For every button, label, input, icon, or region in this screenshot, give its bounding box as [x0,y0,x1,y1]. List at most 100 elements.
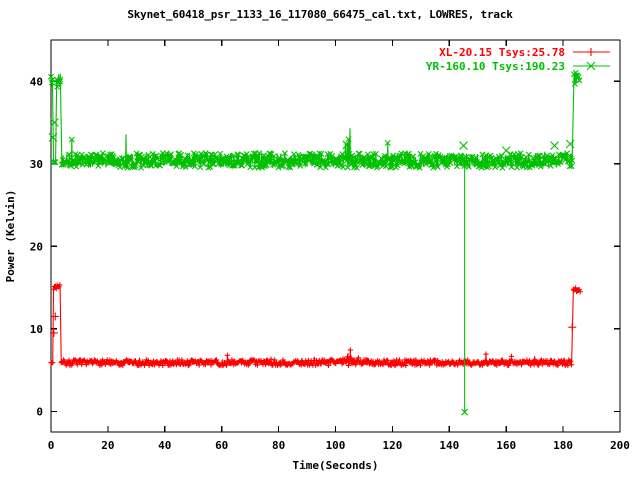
data-marker [77,154,84,161]
data-marker [575,74,582,81]
data-marker [341,155,348,162]
data-marker [480,162,487,169]
data-marker [268,151,275,158]
data-marker [58,161,65,168]
data-marker [342,140,352,150]
data-marker [315,154,322,161]
data-marker [557,159,564,165]
data-marker [193,154,200,161]
data-marker [550,156,557,163]
chart-title: Skynet_60418_psr_1133_16_117080_66475_ca… [127,8,513,21]
data-marker [513,154,520,161]
y-tick-label: 30 [30,158,43,171]
x-tick-label: 60 [215,439,228,452]
data-marker [351,164,358,171]
data-marker [564,150,571,157]
data-marker [348,161,355,168]
data-marker [239,162,246,169]
data-marker [182,163,189,170]
data-marker [287,164,294,171]
data-marker [99,150,106,157]
data-marker [441,155,448,162]
data-marker [171,156,178,163]
data-marker [328,157,335,164]
data-marker [350,154,357,161]
data-series [48,282,583,369]
data-marker [481,155,488,162]
x-axis-tick-labels: 0 20 40 60 80 100 120 140 160 180 200 [48,439,630,452]
data-marker [465,163,472,170]
data-marker [459,159,466,166]
data-marker [493,157,500,164]
series-line [50,72,581,170]
data-marker [284,156,291,163]
data-marker [230,152,237,159]
data-marker [210,161,217,168]
data-marker [214,155,221,162]
data-marker [70,157,77,163]
data-marker [446,152,453,159]
x-tick-label: 0 [48,439,55,452]
data-marker [218,161,225,168]
data-marker [235,151,242,158]
data-marker [355,150,362,157]
data-marker [537,163,544,170]
data-marker [506,155,513,162]
data-marker [65,158,72,165]
data-marker [148,162,155,169]
data-marker [204,156,211,163]
data-marker [122,161,129,168]
data-marker [292,158,299,165]
data-marker [305,156,312,163]
data-marker [321,157,328,164]
data-marker [128,157,134,164]
data-marker [206,159,213,166]
data-marker [473,154,480,161]
data-marker [307,150,314,157]
y-axis-tick-labels: 0 10 20 30 40 [30,75,43,418]
data-marker [205,164,212,171]
x-tick-label: 20 [101,439,114,452]
data-marker [568,163,575,170]
data-marker [516,161,523,168]
data-marker [349,152,356,159]
data-marker [48,73,54,80]
data-marker [149,150,156,157]
data-marker [143,156,150,163]
data-marker [248,157,255,164]
data-marker [343,157,350,164]
data-marker [246,157,253,164]
data-marker [124,164,131,171]
data-marker [76,159,83,166]
data-marker [562,156,569,163]
data-marker [362,155,369,162]
data-marker [487,152,494,159]
data-marker [336,159,343,166]
x-tick-label: 40 [158,439,171,452]
data-marker [228,159,235,166]
data-marker [56,78,63,85]
data-marker [409,162,416,169]
data-marker [416,164,423,171]
data-marker [586,61,596,71]
data-marker [382,152,388,159]
data-marker [524,164,531,171]
data-marker [318,150,325,157]
data-marker [189,158,195,165]
data-marker [405,150,412,157]
y-axis-title: Power (Kelvin) [4,190,17,283]
data-marker [260,152,267,159]
data-marker [345,136,352,143]
data-marker [54,83,61,90]
data-marker [51,159,58,166]
data-marker [423,155,430,162]
data-marker [270,153,277,160]
data-marker [311,153,318,160]
data-marker [368,161,375,168]
data-marker [314,159,321,166]
data-marker [463,154,470,161]
data-marker [243,151,250,158]
data-marker [153,152,160,159]
data-marker [571,80,578,87]
